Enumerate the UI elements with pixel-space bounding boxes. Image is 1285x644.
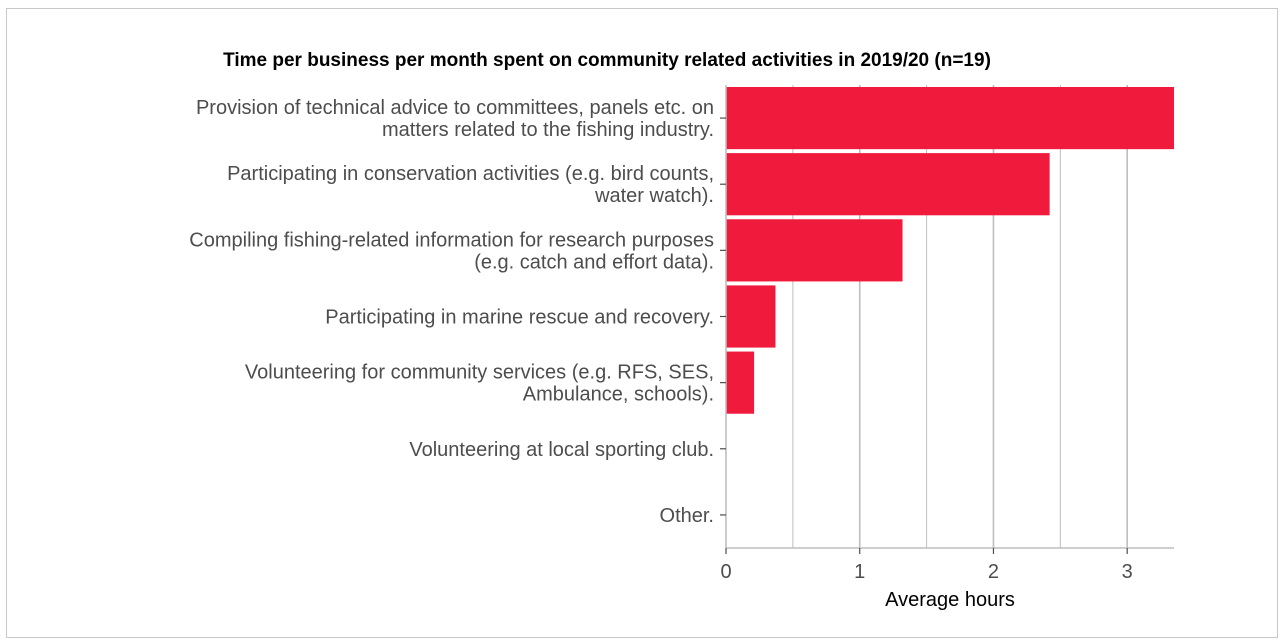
bar <box>726 86 1174 150</box>
axes: 0 1 2 3 <box>720 85 1174 583</box>
category-label: Volunteering for community services (e.g… <box>245 362 714 406</box>
bars <box>726 86 1174 414</box>
category-label: Participating in marine rescue and recov… <box>325 307 714 329</box>
x-axis-title: Average hours <box>885 589 1015 611</box>
bar <box>726 351 755 414</box>
chart-title: Time per business per month spent on com… <box>223 50 991 71</box>
x-tick-label: 1 <box>854 561 865 583</box>
bar <box>726 219 903 282</box>
x-tick-label: 3 <box>1122 561 1133 583</box>
chart-frame: Time per business per month spent on com… <box>6 8 1278 638</box>
bar-chart: Time per business per month spent on com… <box>189 50 1174 611</box>
category-label: Other. <box>660 505 714 527</box>
category-labels: Provision of technical advice to committ… <box>189 97 714 527</box>
category-label: Participating in conservation activities… <box>227 163 714 207</box>
category-label: Compiling fishing-related information fo… <box>189 229 714 273</box>
bar <box>726 153 1050 216</box>
category-label: Provision of technical advice to committ… <box>196 97 714 141</box>
x-tick-label: 2 <box>988 561 999 583</box>
category-label: Volunteering at local sporting club. <box>409 439 714 461</box>
bar <box>726 285 776 348</box>
x-tick-label: 0 <box>720 561 731 583</box>
